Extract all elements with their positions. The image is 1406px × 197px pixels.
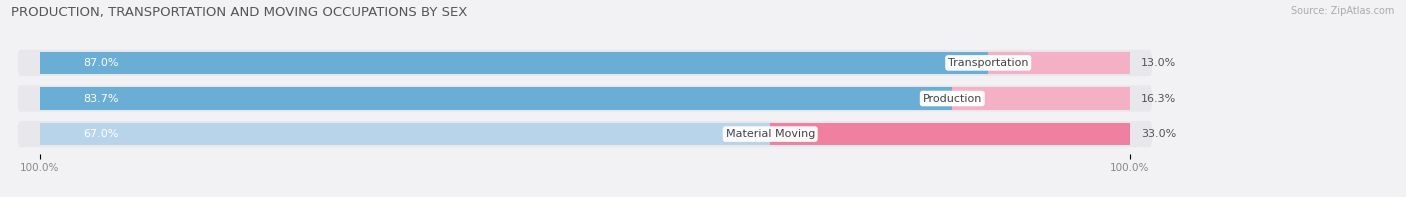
Text: Production: Production xyxy=(922,94,981,103)
Text: PRODUCTION, TRANSPORTATION AND MOVING OCCUPATIONS BY SEX: PRODUCTION, TRANSPORTATION AND MOVING OC… xyxy=(11,6,468,19)
FancyBboxPatch shape xyxy=(18,85,1152,112)
FancyBboxPatch shape xyxy=(18,121,1152,147)
Text: 13.0%: 13.0% xyxy=(1140,58,1177,68)
Text: 83.7%: 83.7% xyxy=(83,94,120,103)
Bar xyxy=(952,87,1130,110)
Text: 87.0%: 87.0% xyxy=(83,58,120,68)
Bar xyxy=(39,87,952,110)
Text: 33.0%: 33.0% xyxy=(1140,129,1177,139)
Text: 67.0%: 67.0% xyxy=(83,129,118,139)
FancyBboxPatch shape xyxy=(18,50,1152,76)
Text: 16.3%: 16.3% xyxy=(1140,94,1177,103)
Bar xyxy=(39,52,988,74)
Bar xyxy=(39,123,770,145)
Text: Transportation: Transportation xyxy=(948,58,1029,68)
Bar xyxy=(770,123,1130,145)
Text: Material Moving: Material Moving xyxy=(725,129,815,139)
Bar xyxy=(988,52,1130,74)
Text: Source: ZipAtlas.com: Source: ZipAtlas.com xyxy=(1291,6,1395,16)
